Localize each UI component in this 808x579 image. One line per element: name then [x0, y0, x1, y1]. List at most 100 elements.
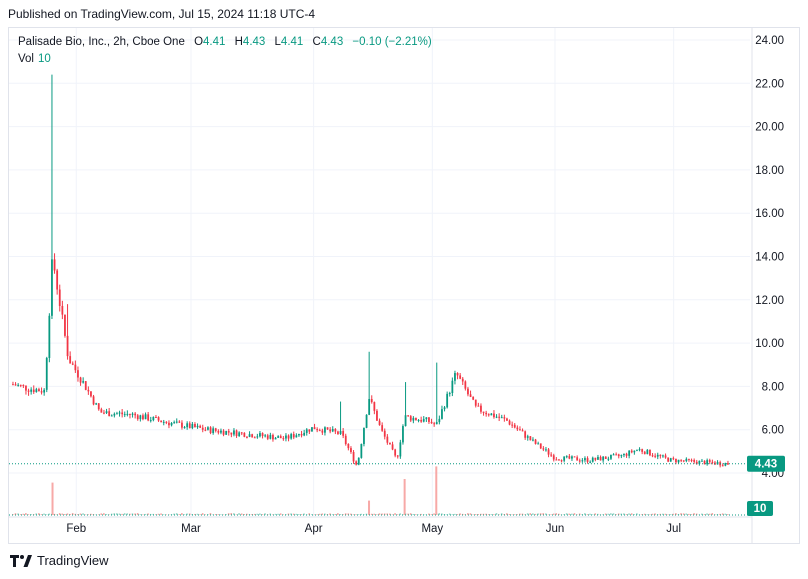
volume-bar	[329, 513, 331, 515]
candle-body	[74, 364, 77, 371]
candle-body	[690, 459, 693, 461]
candle-body	[519, 429, 521, 431]
volume-bar	[48, 513, 51, 515]
candle-body	[347, 444, 350, 449]
candle-body	[586, 458, 589, 462]
candle-body	[136, 415, 139, 420]
volume-bar	[25, 513, 27, 515]
candle-body	[417, 419, 420, 421]
candle-body	[708, 460, 711, 462]
volume-bar	[480, 513, 482, 515]
footer[interactable]: TradingView	[10, 553, 109, 568]
candle-body	[188, 423, 191, 429]
candle-body	[399, 442, 402, 457]
candle-body	[53, 259, 56, 271]
candle-body	[573, 456, 576, 458]
volume-bar	[199, 514, 201, 515]
volume-bar	[256, 513, 259, 515]
volume-bar	[672, 513, 675, 515]
volume-bar	[308, 513, 311, 515]
volume-bar	[204, 514, 207, 515]
volume-bar	[506, 513, 508, 515]
volume-bar	[100, 513, 103, 515]
candle-body	[178, 421, 181, 423]
y-tick-label: 14.00	[755, 252, 784, 264]
candle-body	[396, 455, 399, 457]
volume-bar	[201, 513, 204, 515]
volume-bar	[105, 513, 108, 515]
candle-body	[14, 384, 17, 386]
volume-bar	[233, 513, 235, 515]
volume-bar	[321, 513, 324, 515]
candle-body	[646, 449, 649, 455]
candle-body	[329, 429, 332, 432]
volume-bar	[532, 513, 534, 515]
volume-bar	[389, 513, 391, 515]
volume-bar	[134, 513, 136, 515]
volume-bar	[230, 513, 233, 515]
candle-body	[555, 459, 558, 461]
volume-bar	[238, 513, 240, 515]
candle-body	[591, 457, 594, 462]
volume-bar	[664, 513, 667, 515]
candle-body	[173, 422, 176, 424]
candle-body	[285, 435, 287, 439]
candle-body	[654, 455, 657, 457]
candle-body	[282, 438, 285, 440]
volume-bar	[123, 513, 126, 515]
volume-bar	[591, 514, 594, 515]
volume-bar	[194, 513, 196, 515]
volume-bar	[615, 514, 617, 515]
candle-body	[558, 459, 560, 461]
volume-bar	[399, 513, 402, 515]
candle-body	[269, 434, 272, 439]
candle-body	[446, 393, 449, 408]
candle-body	[38, 389, 40, 392]
volume-bar	[19, 514, 22, 515]
candle-body	[415, 417, 417, 421]
candle-body	[370, 398, 373, 403]
volume-bar	[469, 513, 472, 515]
volume-bar	[90, 513, 92, 515]
candle-body	[563, 456, 566, 461]
candle-body	[220, 430, 222, 433]
volume-bar	[503, 513, 506, 515]
volume-bar	[243, 514, 246, 515]
volume-bar	[64, 513, 66, 515]
candle-body	[539, 443, 542, 449]
candle-body	[298, 434, 300, 436]
volume-spike	[368, 500, 371, 515]
volume-bar	[235, 514, 238, 515]
candle-body	[402, 426, 404, 443]
volume-bar	[643, 513, 646, 515]
volume-bar	[360, 513, 363, 515]
candle-body	[170, 423, 173, 426]
volume-bar	[344, 513, 347, 515]
candle-body	[383, 430, 386, 437]
volume-bar	[248, 513, 251, 515]
candle-body	[526, 436, 529, 438]
candle-body	[144, 414, 147, 420]
candle-body	[620, 455, 623, 457]
volume-bar	[97, 514, 100, 515]
volume-bar	[646, 514, 649, 515]
volume-bar	[69, 513, 71, 515]
candle-body	[701, 460, 703, 462]
volume-bar	[511, 514, 513, 515]
open-value: 4.41	[203, 36, 226, 48]
open-label: O	[194, 36, 204, 48]
volume-bar	[77, 514, 79, 515]
candle-body	[516, 427, 519, 430]
candle-body	[321, 430, 324, 433]
volume-bar	[680, 513, 682, 515]
volume-bar	[568, 513, 571, 515]
candle-body	[368, 398, 371, 415]
volume-bar	[620, 513, 623, 515]
candle-body	[100, 409, 103, 413]
volume-bar	[607, 513, 610, 515]
volume-bar	[677, 513, 680, 515]
volume-bar	[17, 513, 19, 515]
volume-bar	[147, 513, 149, 515]
candle-body	[693, 460, 696, 462]
